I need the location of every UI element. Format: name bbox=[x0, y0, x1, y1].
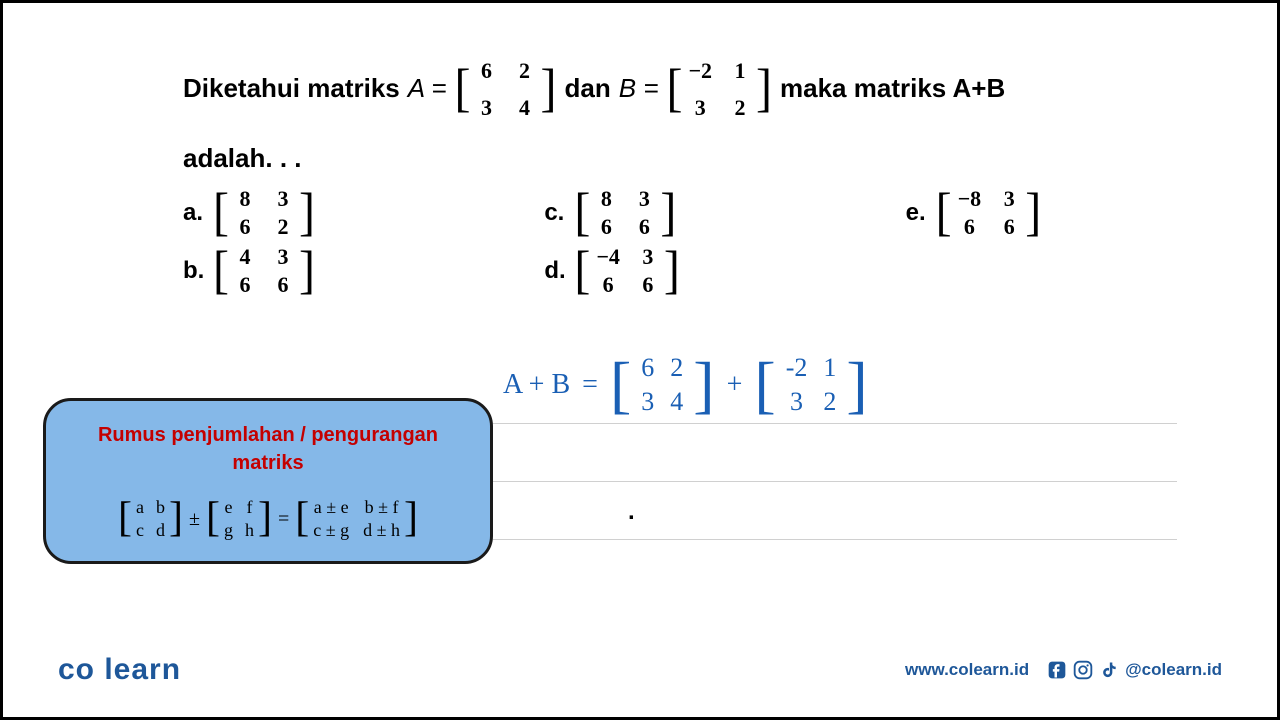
footer: co learn www.colearn.id @colearn.id bbox=[3, 653, 1277, 687]
hw-lhs: A + B bbox=[503, 369, 570, 401]
hw-matrix-1: [ 62 34 ] bbox=[610, 353, 715, 417]
options-grid: a. [ 83 62 ] c. [ 83 66 ] e. bbox=[183, 186, 1217, 298]
social-icons: @colearn.id bbox=[1047, 660, 1222, 680]
option-c: c. [ 83 66 ] bbox=[544, 186, 855, 240]
social-handle: @colearn.id bbox=[1125, 660, 1222, 680]
hw-plus: + bbox=[727, 369, 743, 401]
footer-url: www.colearn.id bbox=[905, 660, 1029, 680]
formula-equation: [ ab cd ] ± [ ef gh ] = [ a ± eb ± f c ±… bbox=[62, 497, 474, 541]
question-prefix: Diketahui matriks bbox=[183, 68, 400, 110]
footer-right: www.colearn.id @colearn.id bbox=[905, 660, 1222, 680]
formula-title: Rumus penjumlahan / pengurangan matriks bbox=[62, 421, 474, 477]
option-d: d. [ −43 66 ] bbox=[544, 244, 855, 298]
brand-logo: co learn bbox=[58, 653, 181, 687]
option-a: a. [ 83 62 ] bbox=[183, 186, 494, 240]
matrix-a-label: A = bbox=[408, 68, 447, 110]
question-conj: dan bbox=[565, 68, 611, 110]
matrix-b: [ −2 1 3 2 ] bbox=[667, 53, 773, 125]
facebook-icon bbox=[1047, 660, 1067, 680]
hw-matrix-2: [ -21 32 ] bbox=[754, 353, 867, 417]
hw-eq: = bbox=[582, 369, 598, 401]
ruled-lines bbox=[493, 423, 1177, 597]
option-b: b. [ 43 66 ] bbox=[183, 244, 494, 298]
question-line-1: Diketahui matriks A = [ 6 2 3 4 ] dan B … bbox=[183, 53, 1217, 125]
matrix-a: [ 6 2 3 4 ] bbox=[455, 53, 557, 125]
option-e: e. [ −83 66 ] bbox=[906, 186, 1217, 240]
formula-box: Rumus penjumlahan / pengurangan matriks … bbox=[43, 398, 493, 564]
instagram-icon bbox=[1073, 660, 1093, 680]
question-suffix: maka matriks A+B bbox=[780, 68, 1005, 110]
matrix-b-label: B = bbox=[619, 68, 659, 110]
stray-dot: . bbox=[628, 498, 635, 526]
tiktok-icon bbox=[1099, 660, 1119, 680]
question-area: Diketahui matriks A = [ 6 2 3 4 ] dan B … bbox=[3, 3, 1277, 318]
question-line-2: adalah. . . bbox=[183, 143, 1217, 174]
handwritten-work: A + B = [ 62 34 ] + [ -21 32 ] bbox=[503, 353, 868, 417]
